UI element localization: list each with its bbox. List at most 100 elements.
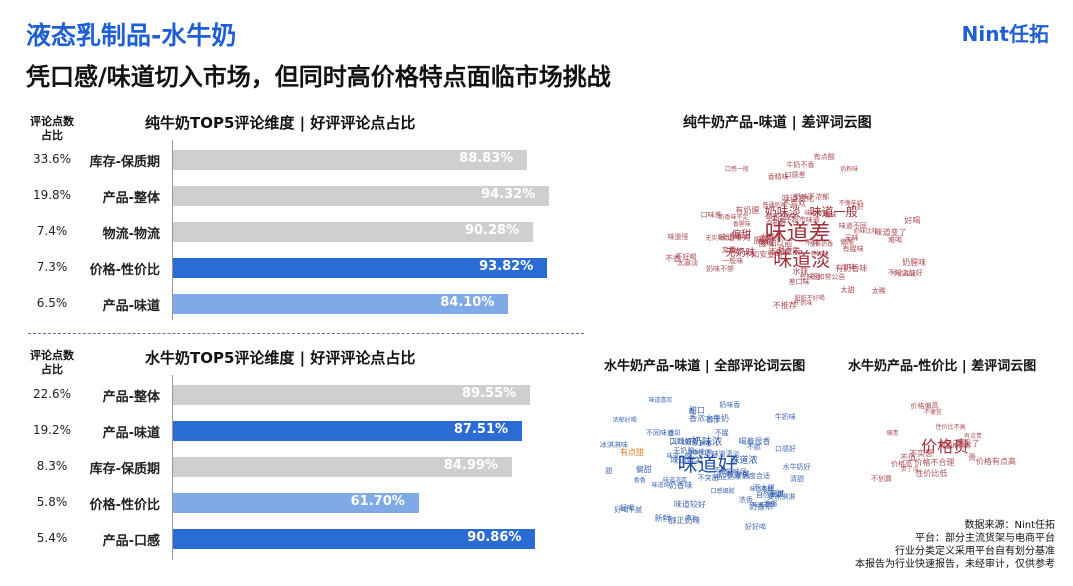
cloud-word: 有点酸 [813,153,835,162]
cloud-word: 不香 [665,253,682,263]
category-label: 库存-保质期 [89,462,160,477]
cloud-word: 没有奶香 [809,241,834,249]
cloud-word: 不如之前 [768,246,801,256]
cloud-word: 牛奶味 [774,413,796,422]
cloud-word: 自然 [755,490,770,499]
cloud-word: 奶味足 [725,467,747,476]
cloud-word: 偏甜 [635,464,652,474]
cloud-word: 甜 [605,467,613,476]
cloud-word: 贵 [968,452,977,462]
cloud-word: 口味不适合 [766,213,797,220]
cloud-word: 奶香淡 [778,246,800,255]
bar: 93.82% [172,258,548,278]
cloud-word: 不突出 [697,473,719,482]
cloud-word: 不如常公告 [810,273,846,281]
bar: 90.86% [172,529,536,549]
word-cloud-pure-taste: 无实体店好喝 差口味 不知之前好 不知安要写 不同于超市味道 脏脏不好喝 奶香味不足 奶腥味有… [664,140,944,334]
value-label: 88.83% [459,151,514,166]
cloud-word: 价格有点高 [975,457,1016,467]
cloud-word: 好好喝 [745,522,766,531]
cloud-word: 奶味鲜美 [718,469,751,479]
cloud-word: 味道清淡 [711,449,740,458]
cloud-word: 醇厚 [706,415,721,424]
cloud-title-buffalo-taste: 水牛奶产品-味道 | 全部评论词云图 [604,359,806,374]
cloud-word: 细腻 [770,490,785,499]
cloud-word: 味道变化 [782,193,815,203]
category-label: 产品-整体 [102,191,160,206]
cloud-word: 味道鲜美 [670,456,703,466]
cloud-word: 性价比低 [915,468,948,478]
cloud-word: 不纯 [804,239,819,248]
chart-title-buffalo: 水牛奶TOP5评论维度 | 好评评论点占比 [145,349,416,367]
category-label: 价格-性价比 [89,263,160,278]
cloud-word: 纯正奶味 [713,472,742,481]
cloud-word: 太甜 [840,286,855,295]
cloud-word: 味道香醇 [749,486,774,494]
value-label: 93.82% [479,259,534,274]
cloud-word: 奶味比较 [853,227,878,235]
cloud-word: 价格贵 [921,436,970,456]
cloud-word: 喝着很香 [738,437,771,447]
cloud-word: 口感差 [784,171,806,180]
bar: 87.51% [172,421,523,441]
cloud-word: 价格太高 [946,443,971,451]
cloud-word: 口感细腻 [710,488,735,496]
cloud-word: 奶粉味 [840,165,859,173]
cloud-word: 涨价了 [938,440,960,449]
category-label: 物流-物流 [102,227,160,242]
cloud-word: 不腥 [714,429,729,438]
cloud-word: 鲜美 [699,441,712,449]
cloud-word: 太贵了 [955,439,980,449]
cloud-word: 水牛奶好 [782,463,811,472]
cloud-word: 浓郁好喝 [612,416,637,424]
cloud-word: 甜度合适 [742,471,771,480]
cloud-word: 不实惠 [909,448,934,458]
cloud-title-buffalo-price: 水牛奶产品-性价比 | 差评词云图 [848,359,1037,374]
cloud-word: 酸味 [758,239,775,249]
cloud-word: 新鲜 [654,513,671,523]
source-line-3: 行业分类定义采用平台自有划分基准 [895,546,1055,557]
value-label: 87.51% [453,422,509,437]
cloud-word: 奶香味不足 [718,213,749,221]
bar: 89.55% [172,385,531,405]
cloud-word: 怪味 [824,212,837,220]
cloud-word: 有奶香味 [835,263,868,273]
cloud-word: 不太甜 [753,484,775,493]
cloud-word: 无味 [844,233,859,242]
cloud-word: 没了 [758,238,771,246]
cloud-word: 有味道 [799,273,821,282]
share-label: 33.6% [32,152,72,166]
cloud-word: 牛奶味 [794,299,813,307]
cloud-word: 不划算 [870,475,892,484]
cloud-word: 味道一般 [666,452,691,460]
cloud-word: 浓香 [738,496,753,505]
cloud-word: 奶味浓 [692,436,722,448]
source-line-2: 平台：部分主流货架与电商平台 [915,533,1055,544]
cloud-word: 浓郁 [763,499,778,508]
cloud-word: 不推荐 [772,301,797,311]
cloud-word: 不同味道 [645,428,674,437]
value-label: 90.86% [467,530,522,545]
page-subtitle: 凭口感/味道切入市场，但同时高价格特点面临市场挑战 [26,63,611,91]
cloud-word: 味道喜欢 [648,397,673,405]
share-label: 22.6% [32,387,72,401]
cloud-word: 奶腥味 [902,257,927,267]
cloud-word: 太寡淡 [677,259,699,268]
word-cloud-buffalo-taste: 香浓水牛奶 味道鲜美 不突出 醇正奶味 集冰淇淋 甜度合适 浓郁好喝 纯正奶味 奶味鲜美 喝着很香… [596,385,836,545]
cloud-word: 水味 [792,266,809,276]
cloud-word: 偏贵 [886,429,899,437]
category-label: 产品-口感 [102,534,160,549]
chart-axis-2 [172,375,173,560]
cloud-word: 不好喝 [675,253,697,262]
cloud-word: 不新鲜 [765,218,787,227]
cloud-word: 很甜 [769,489,784,498]
bar: 84.99% [172,457,512,477]
cloud-word: 一般味 [722,257,744,266]
category-label: 产品-整体 [102,390,160,405]
cloud-word: 牛奶不香 [786,160,815,169]
value-label: 94.32% [481,187,536,202]
share-label: 19.2% [32,423,72,437]
cloud-word: 味道差 [764,221,831,247]
bar: 88.83% [172,150,528,170]
cloud-word: 不同口感 [688,450,713,458]
